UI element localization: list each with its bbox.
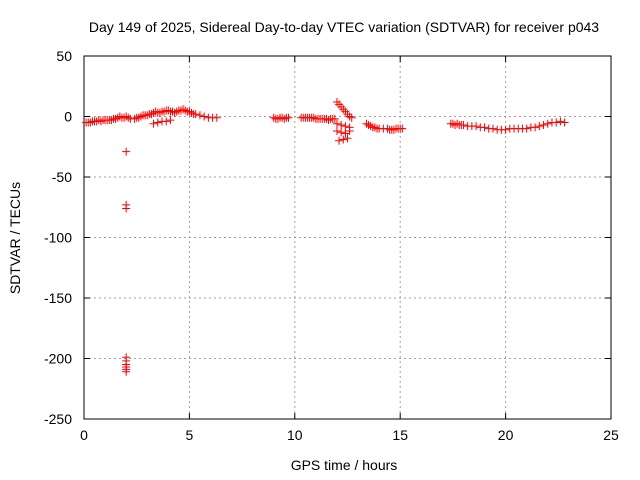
data-point xyxy=(179,105,188,114)
data-point xyxy=(459,120,468,129)
data-point xyxy=(560,118,569,127)
x-tick-label: 25 xyxy=(603,427,619,443)
data-point xyxy=(200,112,209,121)
data-point xyxy=(122,112,131,121)
data-point xyxy=(366,122,375,131)
data-point xyxy=(309,113,318,122)
data-point xyxy=(96,117,105,126)
data-point xyxy=(501,125,510,134)
x-axis-label: GPS time / hours xyxy=(291,457,398,473)
data-point xyxy=(86,118,95,127)
y-axis-label: SDTVAR / TECUs xyxy=(7,182,23,294)
data-point xyxy=(398,124,407,133)
data-point xyxy=(143,111,152,120)
data-point xyxy=(280,114,289,123)
data-point xyxy=(153,118,162,127)
data-point xyxy=(122,204,131,213)
data-point xyxy=(330,114,339,123)
chart-title: Day 149 of 2025, Sidereal Day-to-day VTE… xyxy=(89,19,599,35)
data-point xyxy=(124,113,133,122)
y-tick-label: 50 xyxy=(56,48,72,64)
x-tick-label: 10 xyxy=(287,427,303,443)
data-point xyxy=(107,116,116,125)
data-point xyxy=(164,106,173,115)
grid-lines xyxy=(84,56,611,419)
data-point xyxy=(147,110,156,119)
data-point xyxy=(335,136,344,145)
y-tick-label: 0 xyxy=(64,109,72,125)
data-point xyxy=(122,367,131,376)
data-point xyxy=(337,128,346,137)
data-point xyxy=(341,122,350,131)
data-point xyxy=(130,114,139,123)
y-tick-labels: 50 0 -50 -100 -150 -200 -250 xyxy=(44,48,72,427)
data-point xyxy=(343,134,352,143)
data-point xyxy=(341,129,350,138)
data-point xyxy=(345,127,354,136)
data-point xyxy=(134,113,143,122)
data-point xyxy=(162,117,171,126)
data-point xyxy=(522,124,531,133)
data-point xyxy=(480,123,489,132)
data-point xyxy=(136,112,145,121)
y-tick-label: -250 xyxy=(44,411,72,427)
data-point xyxy=(191,110,200,119)
data-point xyxy=(383,124,392,133)
data-point xyxy=(539,120,548,129)
data-points xyxy=(82,97,569,376)
data-point xyxy=(332,119,341,128)
data-point xyxy=(172,107,181,116)
data-point xyxy=(122,147,131,156)
data-point xyxy=(535,122,544,131)
x-tick-label: 15 xyxy=(392,427,408,443)
data-point xyxy=(370,123,379,132)
data-point xyxy=(556,117,565,126)
x-tick-labels: 0 5 10 15 20 25 xyxy=(80,427,619,443)
x-tick-label: 20 xyxy=(498,427,514,443)
data-point xyxy=(111,114,120,123)
data-point xyxy=(181,106,190,115)
data-point xyxy=(337,120,346,129)
axis-ticks xyxy=(83,55,612,420)
data-point xyxy=(166,116,175,125)
y-tick-label: -150 xyxy=(44,290,72,306)
data-point xyxy=(488,124,497,133)
data-point xyxy=(212,113,221,122)
data-point xyxy=(332,127,341,136)
data-point xyxy=(170,108,179,117)
data-point xyxy=(543,119,552,128)
y-tick-label: -50 xyxy=(52,169,72,185)
data-point xyxy=(324,116,333,125)
data-point xyxy=(345,112,354,121)
data-point xyxy=(531,123,540,132)
data-point xyxy=(347,113,356,122)
y-tick-label: -200 xyxy=(44,351,72,367)
data-point xyxy=(362,119,371,128)
data-point xyxy=(364,120,373,129)
data-point xyxy=(453,119,462,128)
x-tick-label: 0 xyxy=(80,427,88,443)
data-point xyxy=(472,122,481,131)
data-point xyxy=(552,118,561,127)
data-point xyxy=(187,108,196,117)
data-point xyxy=(389,125,398,134)
data-point xyxy=(195,111,204,120)
data-point xyxy=(185,107,194,116)
x-tick-label: 5 xyxy=(186,427,194,443)
data-point xyxy=(339,135,348,144)
data-point xyxy=(284,113,293,122)
y-tick-label: -100 xyxy=(44,230,72,246)
data-point xyxy=(155,108,164,117)
data-point xyxy=(149,119,158,128)
